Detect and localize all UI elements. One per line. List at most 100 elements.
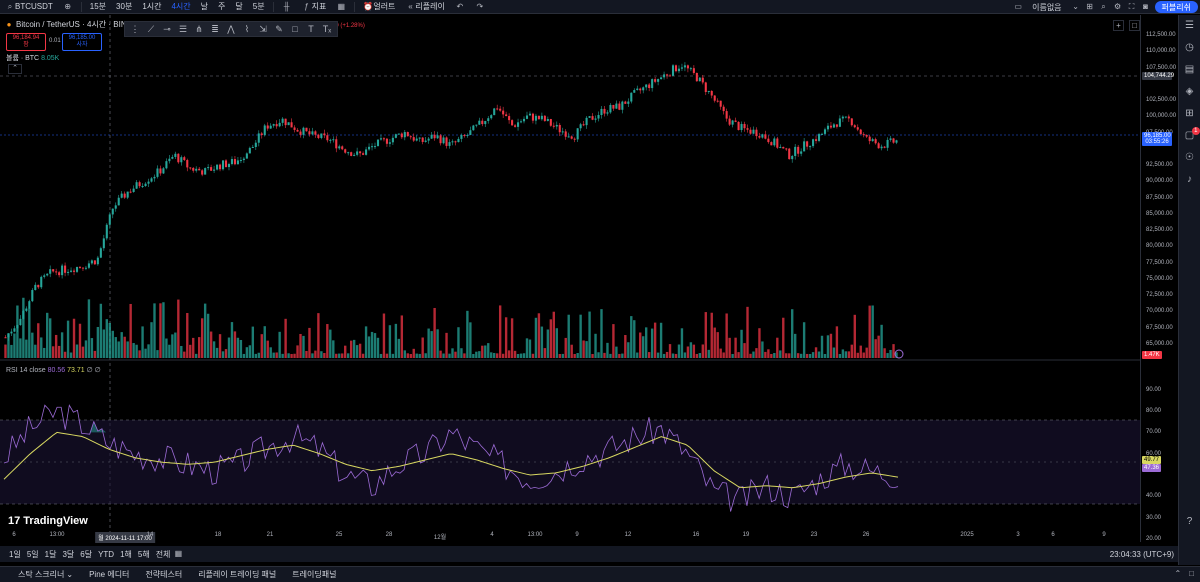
sell-button[interactable]: 96,184.94 팜: [6, 33, 46, 51]
candle-body: [606, 112, 609, 114]
redo-button[interactable]: ↷: [470, 0, 490, 14]
range-1y[interactable]: 1해: [120, 549, 132, 559]
volume-bar: [320, 351, 323, 358]
tradingview-logo[interactable]: 17 TradingView: [8, 515, 88, 527]
camera-icon[interactable]: ◙: [1143, 2, 1148, 11]
watchlist-icon[interactable]: ☰: [1185, 20, 1194, 31]
volume-bar: [436, 329, 439, 358]
chat-icon[interactable]: ▢ 1: [1184, 127, 1200, 141]
rsi-scale-label: 80.00: [1146, 408, 1162, 414]
candle-body: [406, 132, 409, 137]
data-window-icon[interactable]: ▤: [1184, 64, 1195, 75]
drag-handle-icon[interactable]: ⋮: [130, 24, 140, 34]
add-symbol-button[interactable]: ⊕: [58, 0, 78, 14]
range-5d[interactable]: 5일: [26, 549, 39, 559]
interval-4h[interactable]: 4시간: [171, 2, 191, 11]
time-label: 3: [1016, 532, 1020, 538]
range-ytd[interactable]: YTD: [98, 549, 115, 559]
volume-bar: [48, 318, 52, 358]
ideas-icon[interactable]: ☉: [1185, 152, 1194, 163]
rsi-legend[interactable]: RSI 14 close 80.56 73.71 ∅ ∅: [6, 366, 101, 374]
replay-button[interactable]: «리플레이: [400, 0, 449, 14]
fib-icon[interactable]: ≣: [211, 24, 219, 34]
collapse-legend-button[interactable]: ⌃: [8, 64, 22, 74]
candle-body: [502, 110, 505, 115]
horizontal-ray-icon[interactable]: ⊸: [163, 24, 171, 34]
layers-icon[interactable]: ◈: [1185, 86, 1194, 97]
parallel-channel-icon[interactable]: ☰: [178, 24, 188, 34]
trendline-icon[interactable]: ⟋: [147, 24, 155, 34]
fullscreen-icon[interactable]: ⛶: [1128, 2, 1135, 11]
candle-type-button[interactable]: ╫: [277, 0, 297, 14]
maximize-icon[interactable]: □: [1129, 20, 1140, 31]
publish-button[interactable]: 퍼블리쉬: [1154, 1, 1198, 13]
candle-body: [49, 269, 52, 274]
pitchfork-icon[interactable]: ⋔: [195, 24, 203, 34]
buy-button[interactable]: 96,185.00 사자: [62, 33, 102, 51]
range-5y[interactable]: 5해: [137, 549, 150, 559]
alerts-clock-icon[interactable]: ◷: [1185, 42, 1194, 53]
more-text-icon[interactable]: Tₓ: [322, 24, 332, 34]
symbol-search[interactable]: ⌕ BTCUSDT: [0, 0, 58, 14]
chart-legend[interactable]: ● Bitcoin / TetherUS · 4시간 · BIN: [4, 19, 127, 30]
interval-30m[interactable]: 30분: [116, 2, 133, 11]
volume-bar: [460, 348, 463, 358]
add-icon[interactable]: +: [1113, 20, 1124, 31]
text-icon[interactable]: T: [308, 24, 314, 34]
chevron-down-icon[interactable]: ⌄: [1072, 2, 1079, 11]
interval-month[interactable]: 달: [235, 2, 243, 11]
interval-5m[interactable]: 5분: [252, 2, 265, 11]
undo-button[interactable]: ↶: [450, 0, 470, 14]
alert-button[interactable]: ⏰ 얼러트: [358, 0, 400, 14]
price-label: 90,000.00: [1146, 178, 1173, 185]
gear-icon[interactable]: ⚙: [1113, 2, 1122, 11]
range-1m[interactable]: 1달: [44, 549, 57, 559]
maximize-panel-icon[interactable]: □: [1189, 569, 1194, 578]
range-all[interactable]: 전체: [155, 549, 171, 559]
layout-square-icon[interactable]: ▭: [1014, 2, 1022, 11]
grid-layout-icon[interactable]: ⊞: [1086, 2, 1093, 11]
candle-body: [546, 119, 549, 121]
price-chart[interactable]: [0, 15, 1140, 542]
indicators-button[interactable]: ƒ 지표: [297, 0, 332, 14]
volume-bar: [668, 344, 672, 358]
calendar-icon[interactable]: ▦: [174, 549, 183, 558]
brush-icon[interactable]: ✎: [275, 24, 283, 34]
rectangle-icon[interactable]: □: [292, 24, 298, 34]
grid-apps-icon[interactable]: ⊞: [1185, 108, 1194, 119]
volume-legend[interactable]: 볼륨 · BTC 8.05K: [6, 53, 59, 63]
time-label: 12월: [433, 535, 447, 541]
time-axis[interactable]: 6 13:00 월 2024-11-11 17:00 14 18 21 25 2…: [0, 532, 1140, 544]
tab-replay-trading[interactable]: 리플레이 트레이딩 패널: [198, 570, 277, 579]
elliott-icon[interactable]: ⌇: [244, 24, 250, 34]
volume-bar: [189, 344, 192, 358]
range-3m[interactable]: 3달: [62, 549, 75, 559]
layout-button[interactable]: ▦: [331, 0, 351, 14]
volume-bar: [808, 354, 812, 358]
price-scale[interactable]: [1140, 15, 1178, 542]
volume-bar: [832, 347, 836, 358]
interval-15m[interactable]: 15분: [89, 2, 107, 11]
help-icon[interactable]: ?: [1186, 516, 1193, 527]
timezone-clock[interactable]: 23:04:33 (UTC+9): [1109, 550, 1174, 559]
candle-body: [245, 153, 248, 159]
candle-body: [263, 125, 266, 136]
chevron-up-icon[interactable]: ⌃: [1174, 569, 1182, 578]
interval-1h[interactable]: 1시간: [142, 2, 162, 11]
tab-pine-editor[interactable]: Pine 에디터: [89, 570, 130, 579]
bell-icon[interactable]: ♪: [1187, 174, 1192, 185]
candle-body: [368, 146, 371, 150]
interval-day[interactable]: 날: [200, 2, 209, 11]
chart-pane[interactable]: [0, 15, 1140, 542]
tab-strategy-tester[interactable]: 전략테스터: [145, 570, 183, 579]
search-icon[interactable]: ⌕: [1101, 2, 1106, 11]
layout-name[interactable]: 이름없음: [1032, 2, 1062, 12]
pattern-icon[interactable]: ⋀: [227, 24, 235, 34]
tab-trading-panel[interactable]: 트레이딩패널: [292, 570, 337, 579]
range-6m[interactable]: 6달: [80, 549, 93, 559]
measure-icon[interactable]: ⇲: [259, 24, 267, 34]
range-1d[interactable]: 1일: [9, 549, 21, 559]
interval-week[interactable]: 주: [218, 2, 226, 11]
tab-stock-screener[interactable]: 스탁 스크리너 ⌄: [10, 569, 81, 580]
volume-bar: [749, 353, 752, 358]
